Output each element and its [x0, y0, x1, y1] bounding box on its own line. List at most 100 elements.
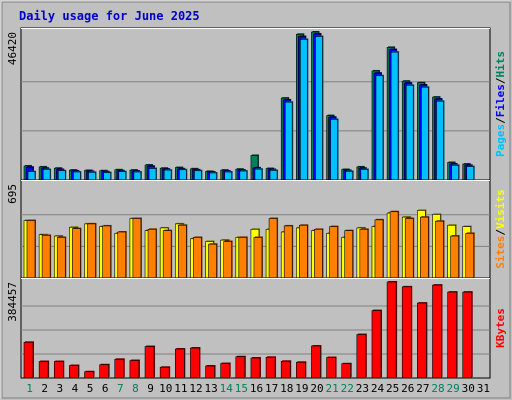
bar-pages-day-23 — [360, 168, 369, 181]
panel-kbytes: 384457 KBytes — [6, 277, 507, 379]
bar-sites-day-5 — [87, 222, 97, 279]
bar-kbytes-day-29 — [447, 291, 458, 379]
bar-pages-day-11 — [178, 168, 188, 181]
x-tick-label: 7 — [117, 382, 124, 395]
legend-entry: Files — [494, 84, 507, 117]
chart-title: Daily usage for June 2025 — [19, 9, 200, 23]
bar-pages-day-24 — [375, 74, 384, 181]
bar-sites-day-13 — [208, 243, 218, 279]
legend-entry: Hits — [494, 51, 507, 78]
x-tick-label: 6 — [102, 382, 109, 395]
panel-visits-sites: 695 Sites/Visits — [6, 179, 507, 279]
x-tick-label: 29 — [447, 382, 460, 395]
bar-kbytes-day-20 — [311, 345, 322, 379]
x-tick-label: 12 — [189, 382, 202, 395]
bar-pages-day-22 — [345, 170, 354, 181]
bar-kbytes-day-26 — [401, 285, 413, 379]
bar-kbytes-day-3 — [53, 360, 65, 379]
bar-pages-day-3 — [57, 169, 67, 181]
bar-kbytes-day-4 — [69, 364, 80, 379]
legend-entry: / — [494, 117, 507, 124]
bar-pages-day-12 — [194, 169, 203, 181]
bar-pages-day-25 — [390, 51, 400, 181]
bar-pages-day-16 — [254, 168, 263, 181]
bar-sites-day-11 — [177, 224, 188, 279]
panel-legend: Sites/Visits — [494, 189, 507, 269]
bar-kbytes-day-22 — [341, 362, 352, 379]
x-tick-label: 16 — [250, 382, 263, 395]
bar-kbytes-day-12 — [190, 347, 201, 379]
x-tick-label: 11 — [174, 382, 187, 395]
bar-kbytes-day-5 — [84, 370, 95, 379]
x-tick-label: 10 — [159, 382, 172, 395]
x-tick-label: 4 — [72, 382, 79, 395]
x-tick-label: 25 — [386, 382, 399, 395]
x-tick-label: 26 — [401, 382, 414, 395]
y-max-label: 695 — [6, 184, 19, 204]
bar-kbytes-day-17 — [265, 356, 277, 379]
bar-sites-day-7 — [117, 231, 127, 279]
bar-kbytes-day-21 — [326, 356, 337, 379]
legend-entry: Sites — [494, 236, 507, 269]
bar-sites-day-18 — [283, 224, 294, 279]
panel-legend: Pages/Files/Hits — [494, 51, 507, 157]
bar-sites-day-2 — [41, 234, 52, 279]
bar-pages-day-21 — [330, 118, 339, 181]
bar-sites-day-29 — [450, 235, 460, 279]
bar-sites-day-10 — [162, 229, 173, 279]
bar-pages-day-1 — [27, 170, 36, 181]
x-tick-label: 31 — [477, 382, 490, 395]
bar-kbytes-day-30 — [462, 291, 473, 379]
x-tick-label: 28 — [431, 382, 444, 395]
bar-kbytes-day-24 — [371, 309, 382, 379]
bar-kbytes-day-16 — [250, 357, 261, 379]
bar-kbytes-day-9 — [144, 345, 156, 379]
x-tick-label: 5 — [87, 382, 94, 395]
bar-sites-day-14 — [223, 240, 233, 279]
legend-entry: Pages — [494, 124, 507, 157]
bar-kbytes-day-1 — [23, 341, 34, 379]
x-tick-label: 19 — [295, 382, 308, 395]
x-tick-label: 8 — [132, 382, 139, 395]
bar-pages-day-2 — [42, 168, 52, 181]
y-max-label: 384457 — [6, 282, 19, 322]
series-sites — [26, 210, 475, 279]
bar-sites-day-15 — [238, 236, 248, 279]
bar-sites-day-24 — [374, 218, 384, 279]
bar-sites-day-4 — [72, 227, 82, 279]
bar-pages-day-8 — [133, 171, 142, 181]
bar-sites-day-27 — [420, 216, 430, 279]
x-tick-label: 17 — [265, 382, 278, 395]
bar-sites-day-16 — [253, 236, 263, 279]
bar-sites-day-22 — [344, 229, 354, 279]
bar-pages-day-26 — [405, 84, 415, 181]
bar-kbytes-day-8 — [129, 359, 140, 379]
bar-kbytes-day-11 — [174, 348, 186, 379]
bar-pages-day-28 — [436, 100, 445, 181]
bar-kbytes-day-25 — [386, 281, 398, 379]
bar-kbytes-day-6 — [99, 363, 110, 379]
x-tick-label: 30 — [462, 382, 475, 395]
bar-pages-day-17 — [269, 169, 279, 181]
bar-sites-day-25 — [389, 210, 400, 279]
bar-kbytes-day-23 — [356, 333, 367, 379]
bar-sites-day-3 — [56, 236, 67, 279]
panel-legend: KBytes — [494, 308, 507, 348]
bar-sites-day-8 — [132, 217, 142, 279]
bar-sites-day-9 — [147, 228, 158, 279]
x-tick-label: 27 — [416, 382, 429, 395]
bar-pages-day-4 — [73, 171, 82, 181]
bar-sites-day-23 — [359, 228, 369, 279]
bar-kbytes-day-10 — [159, 366, 171, 379]
x-axis-day-labels: 1 2 3 4 5 6 7 8 9 10 11 12 13 14 15 16 17 18 19 20 21 22 23 24 2… — [26, 382, 490, 395]
legend-entry: KBytes — [494, 308, 507, 348]
bar-pages-day-13 — [209, 171, 218, 181]
legend-entry: / — [494, 77, 507, 84]
x-tick-label: 3 — [57, 382, 64, 395]
bar-kbytes-day-18 — [280, 360, 292, 379]
bar-kbytes-day-19 — [296, 361, 307, 379]
bar-kbytes-day-7 — [114, 358, 125, 379]
x-tick-label: 24 — [371, 382, 385, 395]
bar-kbytes-day-15 — [235, 355, 246, 379]
bar-pages-day-27 — [421, 86, 430, 181]
